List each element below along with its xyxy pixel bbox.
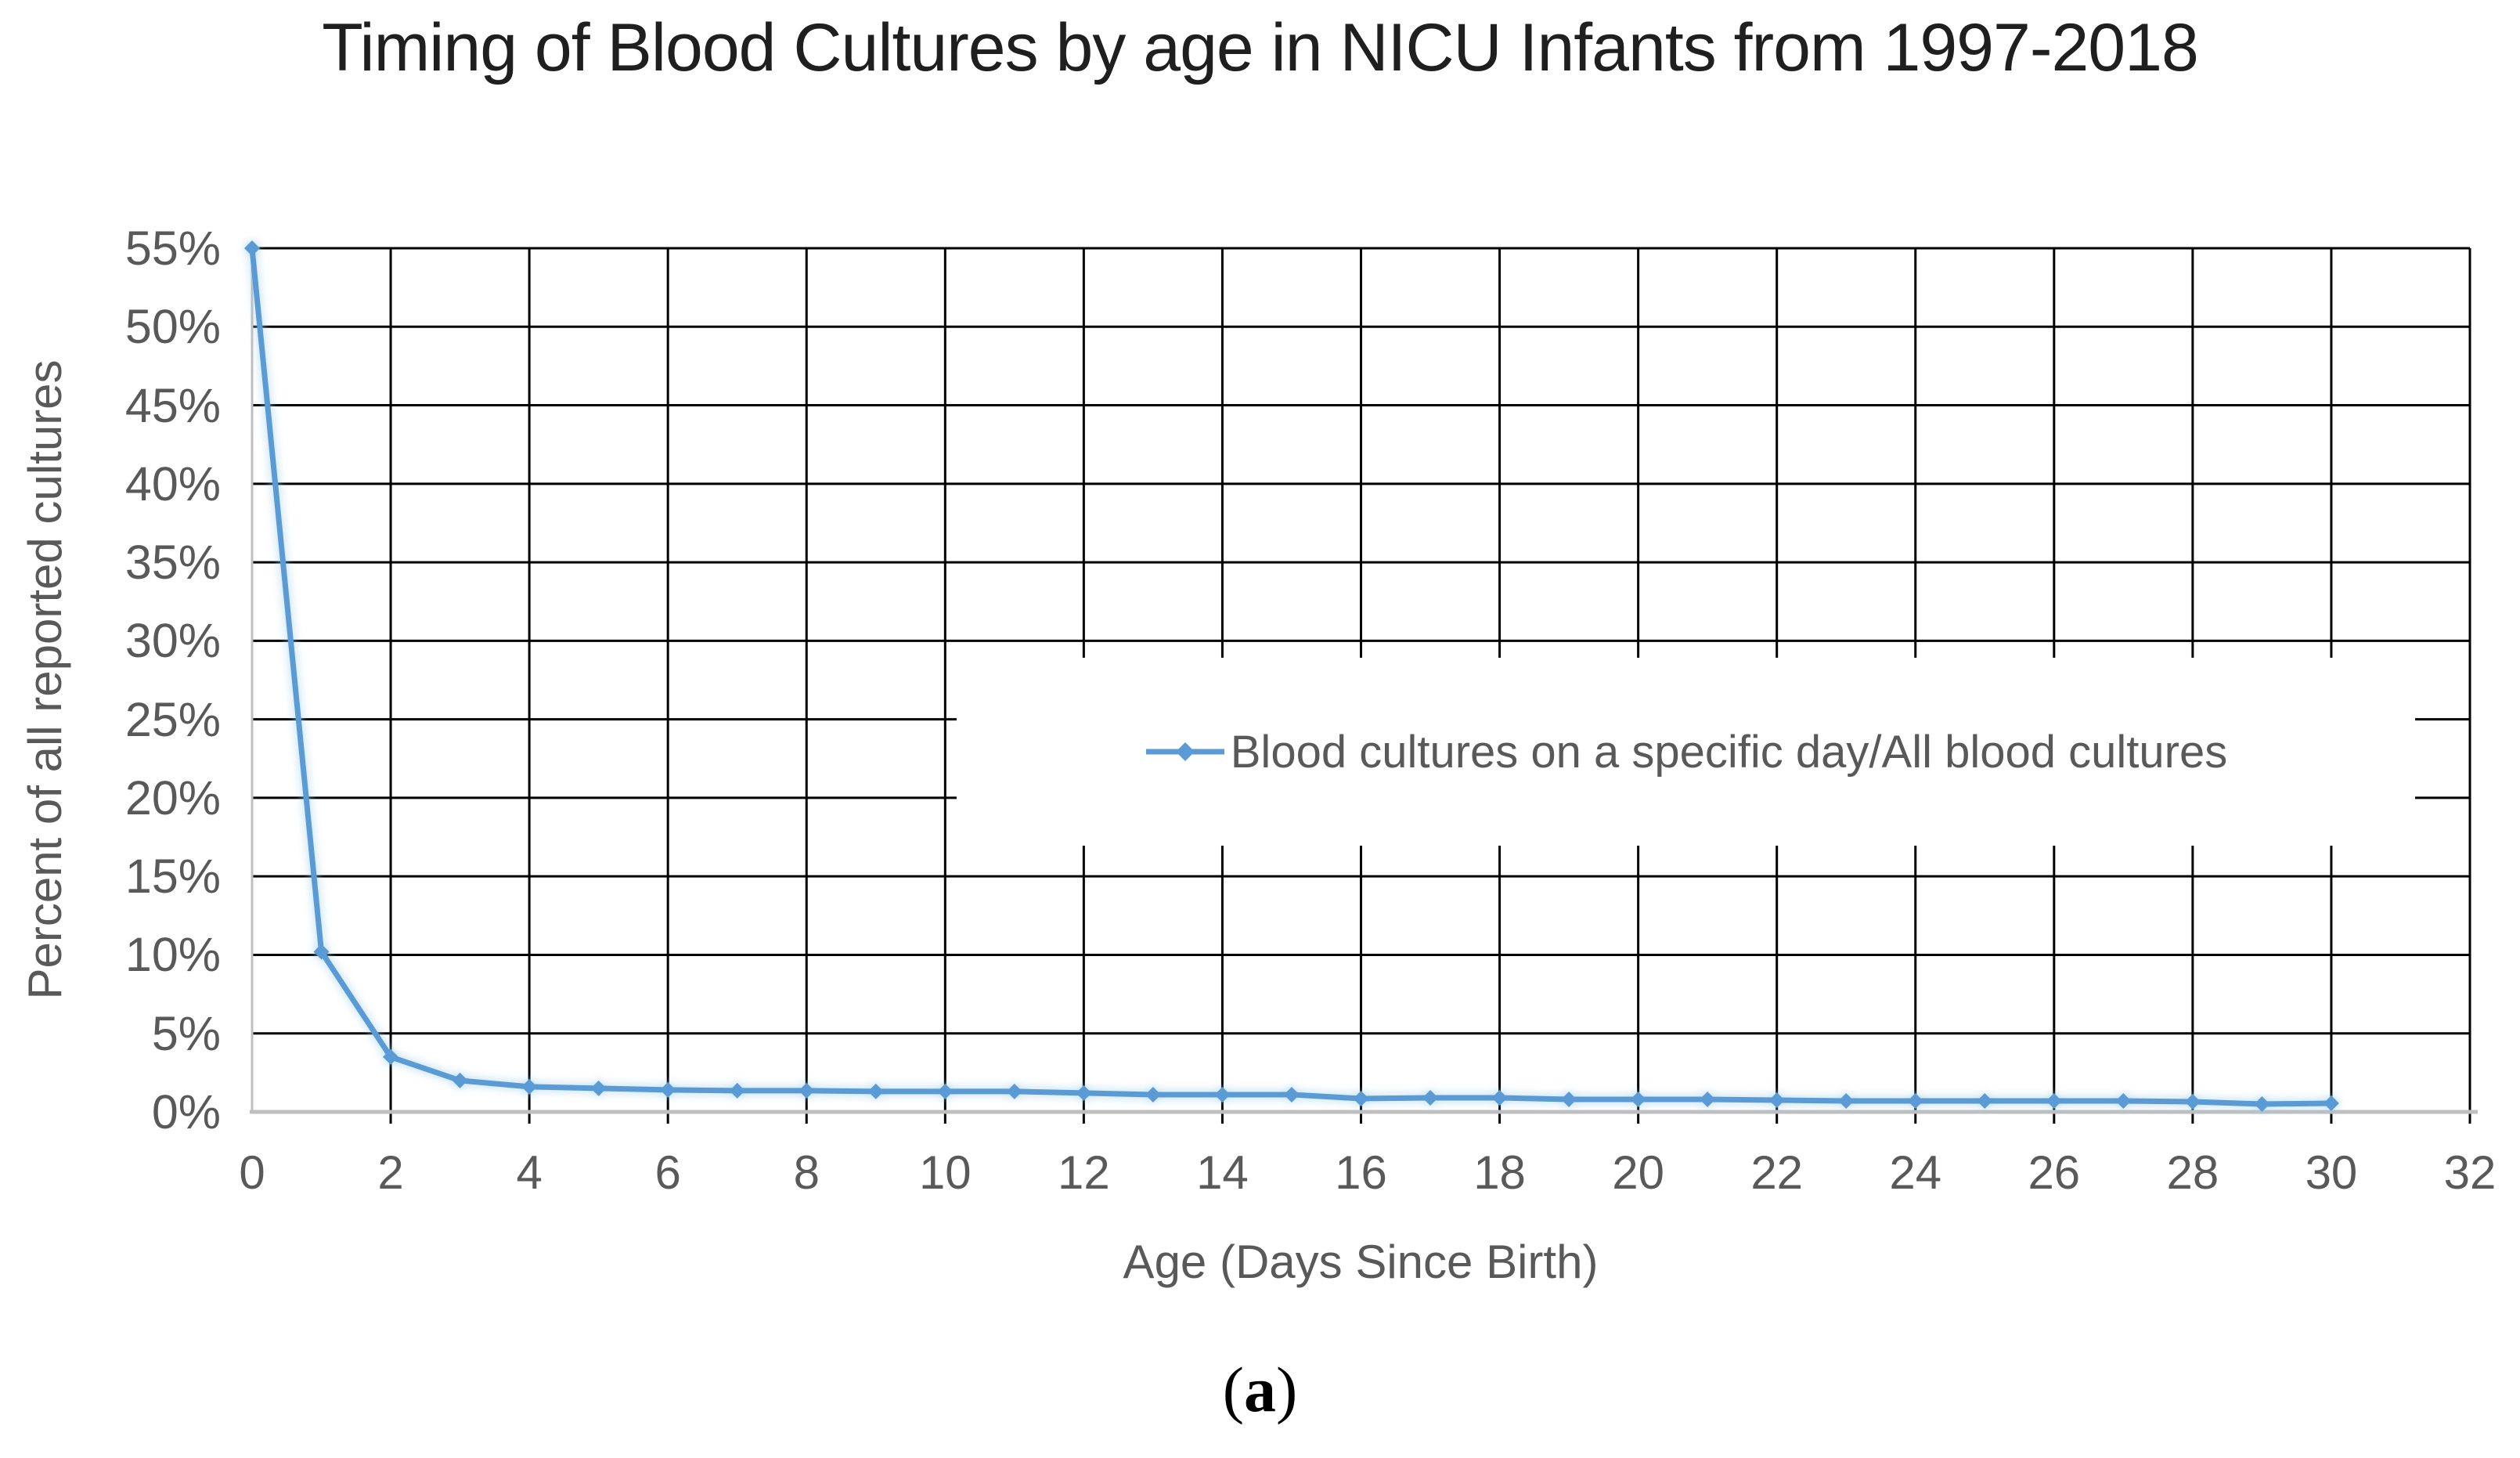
x-tick-label: 22: [1750, 1146, 1804, 1199]
y-tick-label: 40%: [124, 457, 221, 511]
x-tick-label: 10: [918, 1146, 972, 1199]
legend-box: Blood cultures on a specific day/All blo…: [957, 658, 2415, 846]
y-tick-label: 5%: [151, 1006, 221, 1060]
y-tick-label: 10%: [124, 928, 221, 982]
x-tick-label: 20: [1612, 1146, 1664, 1199]
y-tick-label: 0%: [151, 1085, 221, 1139]
x-tick-label: 16: [1335, 1146, 1387, 1199]
x-tick-label: 30: [2305, 1146, 2358, 1199]
y-tick-label: 35%: [124, 536, 221, 590]
legend-line-marker-icon: [1145, 742, 1224, 761]
x-tick-label: 6: [654, 1146, 681, 1199]
figure-caption: (a): [0, 1353, 2520, 1427]
x-tick-label: 8: [793, 1146, 820, 1199]
x-tick-label: 32: [2443, 1146, 2497, 1199]
y-tick-label: 45%: [124, 378, 221, 432]
x-tick-label: 2: [377, 1146, 404, 1199]
x-axis-title: Age (Days Since Birth): [1123, 1236, 1599, 1288]
x-tick-label: 0: [239, 1146, 265, 1199]
caption-open-paren: (: [1222, 1354, 1244, 1425]
x-tick-label: 18: [1473, 1146, 1526, 1199]
y-tick-label: 25%: [124, 692, 221, 746]
caption-close-paren: ): [1276, 1354, 1298, 1425]
x-tick-label: 26: [2028, 1146, 2081, 1199]
y-tick-label: 20%: [124, 771, 221, 825]
x-tick-label: 28: [2166, 1146, 2219, 1199]
x-tick-label: 14: [1196, 1146, 1249, 1199]
plot-area: Blood cultures on a specific day/All blo…: [244, 240, 2478, 1124]
y-tick-label: 30%: [124, 614, 221, 668]
x-tick-label: 24: [1889, 1146, 1942, 1199]
y-tick-label: 15%: [124, 850, 221, 904]
x-tick-label: 4: [516, 1146, 543, 1199]
legend-label: Blood cultures on a specific day/All blo…: [1230, 726, 2228, 778]
y-tick-label: 50%: [124, 300, 221, 354]
y-tick-label: 55%: [124, 222, 221, 275]
x-tick-label: 12: [1058, 1146, 1110, 1199]
caption-letter: a: [1244, 1354, 1276, 1425]
chart-title: Timing of Blood Cultures by age in NICU …: [322, 10, 2199, 85]
